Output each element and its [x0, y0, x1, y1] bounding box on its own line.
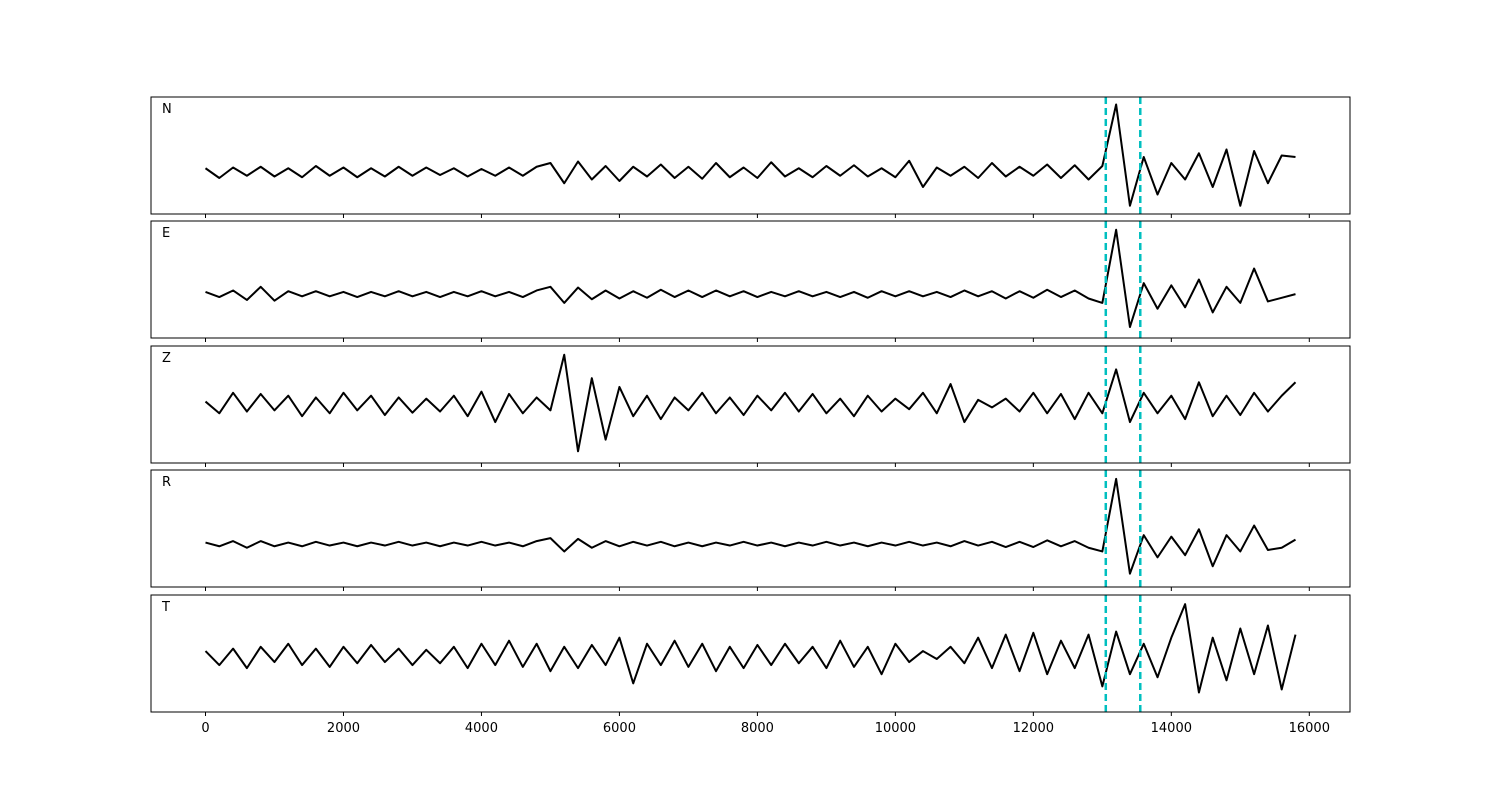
x-tick-label: 6000	[603, 721, 636, 736]
x-tick-label: 12000	[1013, 721, 1054, 736]
panel-label: R	[162, 475, 171, 490]
panel-label: T	[161, 600, 170, 615]
trace	[204, 103, 1296, 207]
panel-label: E	[162, 226, 170, 241]
panel-frame	[150, 345, 1351, 464]
trace	[204, 353, 1297, 453]
panel-frame	[150, 469, 1351, 588]
trace	[204, 603, 1297, 694]
x-tick-label: 2000	[327, 721, 360, 736]
x-tick-label: 0	[201, 721, 209, 736]
panel-frame	[150, 220, 1351, 339]
panel-label: N	[162, 102, 172, 117]
panel-frame	[150, 594, 1351, 713]
x-tick-label: 8000	[741, 721, 774, 736]
panel-frame	[150, 96, 1351, 215]
x-tick-label: 10000	[875, 721, 916, 736]
panel-label: Z	[162, 351, 171, 366]
trace	[205, 477, 1297, 575]
x-tick-label: 4000	[465, 721, 498, 736]
x-tick-label: 14000	[1151, 721, 1192, 736]
x-tick-label: 16000	[1289, 721, 1330, 736]
trace	[205, 228, 1296, 329]
